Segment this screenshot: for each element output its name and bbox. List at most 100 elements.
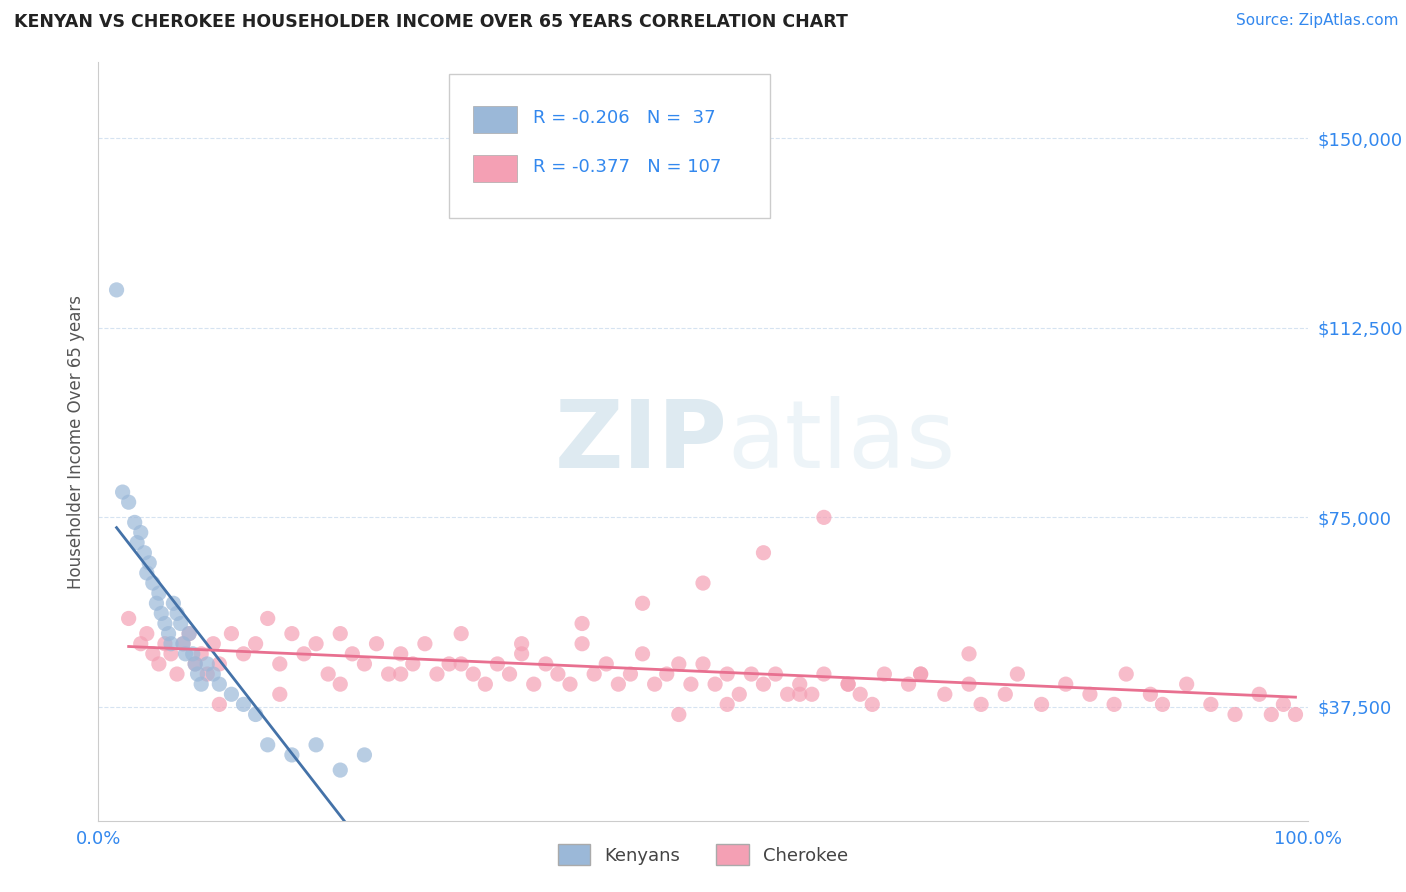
Point (583, 667, 606, 681)
Point (1260, 707, 1282, 722)
Point (1007, 667, 1029, 681)
Point (1223, 707, 1246, 722)
Point (160, 637, 183, 651)
Point (813, 667, 835, 681)
Point (245, 637, 267, 651)
Point (873, 667, 896, 681)
Point (498, 667, 520, 681)
Legend: Kenyans, Cherokee: Kenyans, Cherokee (550, 837, 856, 872)
Point (153, 616, 176, 631)
Point (153, 637, 176, 651)
Point (789, 687, 811, 701)
Point (957, 647, 980, 661)
Point (679, 677, 702, 691)
Point (129, 637, 152, 651)
Point (179, 626, 201, 640)
Point (704, 677, 727, 691)
Point (353, 747, 375, 762)
Point (1249, 687, 1271, 701)
Point (329, 677, 352, 691)
Y-axis label: Householder Income Over 65 years: Householder Income Over 65 years (66, 294, 84, 589)
Point (195, 667, 218, 681)
Point (558, 677, 581, 691)
Point (510, 637, 533, 651)
Point (353, 657, 375, 671)
Point (221, 687, 243, 701)
Point (523, 677, 546, 691)
Point (329, 763, 352, 777)
Text: Source: ZipAtlas.com: Source: ZipAtlas.com (1236, 13, 1399, 29)
Point (169, 616, 191, 631)
Point (124, 516, 146, 530)
Point (655, 667, 678, 681)
Point (111, 485, 134, 500)
Point (190, 677, 212, 691)
Point (190, 647, 212, 661)
Point (127, 535, 149, 549)
Point (716, 667, 738, 681)
Point (138, 556, 160, 570)
Point (145, 596, 167, 610)
Point (1115, 667, 1137, 681)
Point (776, 687, 799, 701)
Point (450, 626, 472, 640)
Point (837, 677, 859, 691)
Point (184, 657, 207, 671)
Point (162, 596, 184, 610)
Point (426, 667, 449, 681)
Point (269, 657, 291, 671)
Point (208, 657, 231, 671)
Point (910, 667, 932, 681)
Point (172, 637, 194, 651)
Point (232, 698, 254, 712)
Point (571, 637, 593, 651)
Point (389, 667, 412, 681)
Point (752, 546, 775, 560)
Point (486, 657, 509, 671)
Point (245, 707, 267, 722)
Text: atlas: atlas (727, 395, 956, 488)
Point (463, 667, 485, 681)
Point (1152, 698, 1174, 712)
FancyBboxPatch shape (449, 74, 769, 218)
Point (668, 657, 690, 671)
Text: R = -0.206   N =  37: R = -0.206 N = 37 (533, 109, 716, 127)
Point (692, 657, 714, 671)
Point (1078, 687, 1101, 701)
Point (157, 626, 180, 640)
Point (174, 647, 197, 661)
Point (256, 738, 278, 752)
Point (789, 677, 811, 691)
Point (413, 637, 436, 651)
Point (740, 667, 762, 681)
Point (135, 566, 157, 580)
Point (692, 576, 714, 591)
Point (195, 657, 218, 671)
Point (129, 525, 152, 540)
Point (105, 283, 128, 297)
Point (377, 667, 399, 681)
Point (221, 626, 243, 640)
Point (160, 647, 183, 661)
Point (631, 596, 654, 610)
Point (547, 667, 569, 681)
Point (316, 667, 339, 681)
Point (813, 510, 835, 524)
Point (118, 611, 141, 625)
Point (118, 495, 141, 509)
Point (389, 647, 412, 661)
Point (837, 677, 859, 691)
Text: ZIP: ZIP (554, 395, 727, 488)
Point (970, 698, 993, 712)
Point (202, 637, 225, 651)
Point (644, 677, 666, 691)
FancyBboxPatch shape (474, 105, 517, 133)
Point (184, 657, 207, 671)
Point (256, 611, 278, 625)
Point (142, 647, 165, 661)
Point (166, 667, 188, 681)
Point (800, 687, 823, 701)
Point (166, 607, 188, 621)
Point (849, 687, 872, 701)
Point (1199, 698, 1222, 712)
